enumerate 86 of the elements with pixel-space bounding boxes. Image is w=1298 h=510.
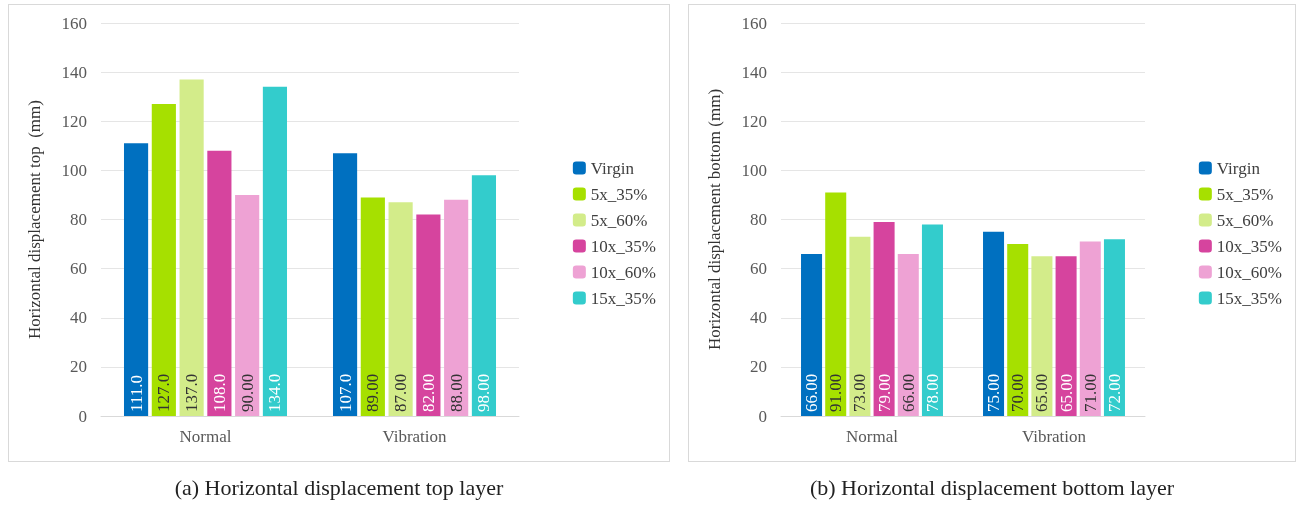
data-label: 82.00 xyxy=(418,373,438,412)
data-label: 72.00 xyxy=(1104,373,1124,412)
x-tick-label: Vibration xyxy=(1021,427,1087,446)
legend-label: Virgin xyxy=(1216,158,1261,178)
y-tick-label: 0 xyxy=(78,406,87,426)
y-tick-label: 20 xyxy=(750,357,767,377)
data-label: 91.00 xyxy=(826,373,846,412)
bar xyxy=(921,224,943,416)
y-tick-label: 140 xyxy=(61,62,87,82)
data-label: 134.0 xyxy=(265,373,285,412)
bar xyxy=(1055,256,1077,416)
x-tick-label: Vibration xyxy=(382,427,448,446)
bar xyxy=(1007,244,1029,416)
y-tick-label: 20 xyxy=(70,357,87,377)
data-label: 107.0 xyxy=(335,373,355,412)
bar xyxy=(360,197,385,416)
legend-label: 5x_60% xyxy=(1216,210,1274,230)
bar xyxy=(471,175,497,416)
data-label: 127.0 xyxy=(154,373,174,412)
bar xyxy=(849,236,871,416)
y-tick-label: 40 xyxy=(750,308,767,328)
data-label: 71.00 xyxy=(1080,373,1100,412)
bar xyxy=(983,231,1005,416)
bar xyxy=(897,253,919,416)
text: (b) Horizontal displacement bottom layer xyxy=(808,475,1176,501)
bar xyxy=(1031,256,1053,416)
y-tick-label: 0 xyxy=(758,406,767,426)
y-axis-title: Horizontal displacement bottom (mm) xyxy=(705,88,724,351)
data-label: 88.00 xyxy=(446,373,466,412)
data-label: 90.00 xyxy=(237,373,257,412)
y-tick-label: 60 xyxy=(750,259,767,279)
bar xyxy=(262,86,288,416)
bar xyxy=(179,79,204,416)
legend-label: 5x_35% xyxy=(590,184,648,204)
legend-label: 5x_60% xyxy=(590,210,648,230)
y-tick-label: 140 xyxy=(741,62,767,82)
y-tick-label: 80 xyxy=(70,210,87,229)
bar xyxy=(1079,241,1101,416)
bar xyxy=(235,194,260,416)
data-label: 108.0 xyxy=(209,373,229,412)
y-tick-label: 160 xyxy=(61,13,87,33)
y-tick-label: 120 xyxy=(61,111,87,131)
data-label: 111.0 xyxy=(126,375,146,412)
bar xyxy=(873,221,895,416)
legend-label: Virgin xyxy=(590,158,635,178)
y-tick-label: 100 xyxy=(61,160,87,180)
data-label: 137.0 xyxy=(182,373,202,412)
bar xyxy=(207,150,232,416)
data-label: 75.00 xyxy=(984,373,1004,412)
legend-label: 10x_35% xyxy=(590,236,657,256)
data-label: 65.00 xyxy=(1056,373,1076,412)
legend-label: 10x_35% xyxy=(1216,236,1283,256)
data-label: 79.00 xyxy=(874,373,894,412)
data-label: 66.00 xyxy=(802,373,822,412)
data-label: 73.00 xyxy=(850,373,870,412)
legend-label: 10x_60% xyxy=(1216,262,1283,282)
data-label: 66.00 xyxy=(898,373,918,412)
bar xyxy=(801,253,823,416)
bar xyxy=(825,192,847,416)
data-label: 98.00 xyxy=(474,373,494,412)
data-label: 65.00 xyxy=(1032,373,1052,412)
y-tick-label: 40 xyxy=(70,308,87,328)
y-tick-label: 160 xyxy=(741,13,767,33)
y-tick-label: 100 xyxy=(741,160,767,180)
y-tick-label: 120 xyxy=(741,111,767,131)
bar xyxy=(1103,239,1125,416)
bar xyxy=(416,214,441,416)
bar xyxy=(123,143,149,416)
y-tick-label: 60 xyxy=(70,259,87,279)
legend-label: 15x_35% xyxy=(1216,288,1283,308)
legend-label: 5x_35% xyxy=(1216,184,1274,204)
data-label: 87.00 xyxy=(391,373,411,412)
x-tick-label: Normal xyxy=(179,427,232,446)
data-label: 78.00 xyxy=(922,373,942,412)
legend-label: 15x_35% xyxy=(590,288,657,308)
bar xyxy=(332,153,358,416)
data-label: 70.00 xyxy=(1008,373,1028,412)
text: (a) Horizontal displacement top layer xyxy=(173,475,505,501)
bar xyxy=(151,104,176,416)
data-label: 89.00 xyxy=(363,373,383,412)
bar xyxy=(444,199,469,416)
bar xyxy=(388,202,413,416)
x-tick-label: Normal xyxy=(846,427,899,446)
legend-label: 10x_60% xyxy=(590,262,657,282)
y-tick-label: 80 xyxy=(750,210,767,229)
y-axis-title: Horizontal displacement top (mm) xyxy=(25,100,44,339)
